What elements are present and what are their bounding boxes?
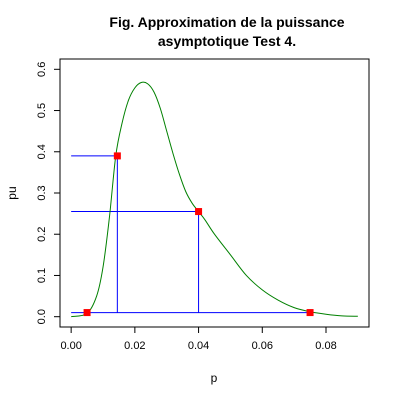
x-tick-label: 0.00 [60,340,81,352]
y-tick-label: 0.2 [36,227,48,242]
y-tick-label: 0.1 [36,268,48,283]
marked-point [83,309,91,317]
y-tick-label: 0.6 [36,62,48,77]
power-curve [71,81,358,318]
x-axis: 0.00 0.02 0.04 0.06 0.08 [60,327,337,352]
reference-lines [71,155,311,314]
chart-title-line-2: asymptotique Test 4. [158,33,296,49]
y-axis-label: pu [5,186,19,199]
x-tick-label: 0.02 [124,340,145,352]
y-tick-label: 0.3 [36,185,48,200]
marked-point [195,208,203,216]
marked-points [83,152,314,317]
y-tick-label: 0.4 [36,144,48,159]
y-tick-label: 0.0 [36,309,48,324]
x-axis-label: p [211,371,218,385]
marked-point [113,152,121,160]
chart-title-line-1: Fig. Approximation de la puissance [109,14,344,30]
y-tick-label: 0.5 [36,103,48,118]
x-tick-label: 0.04 [188,340,209,352]
x-tick-label: 0.06 [252,340,273,352]
y-axis: 0.0 0.1 0.2 0.3 0.4 0.5 0.6 [36,62,60,324]
x-tick-label: 0.08 [315,340,336,352]
marked-point [306,309,314,317]
